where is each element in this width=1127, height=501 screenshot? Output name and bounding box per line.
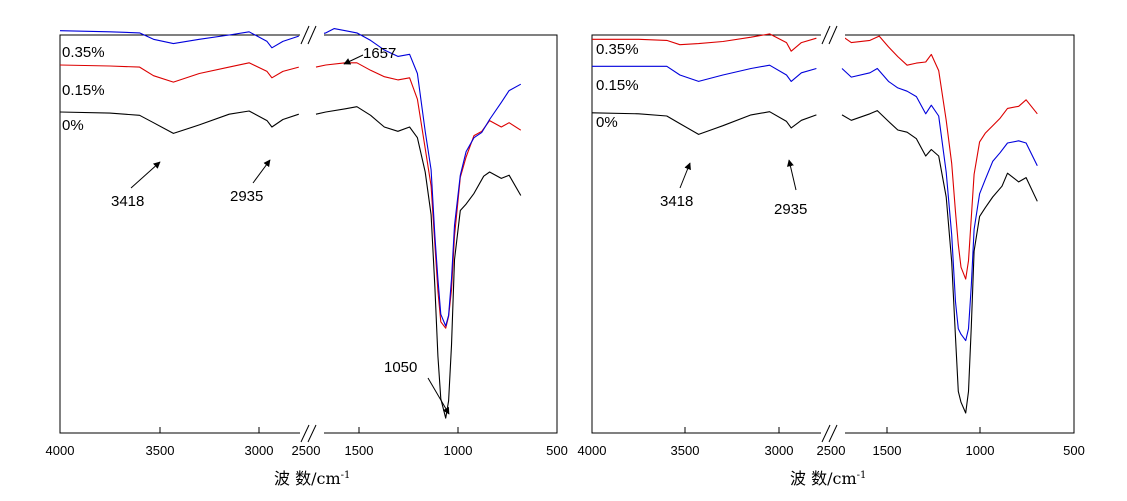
left-arrow-1657 (343, 54, 364, 65)
left-arrow-2935 (252, 159, 271, 184)
left-series-group (59, 28, 522, 419)
left-annotation-1657: 1657 (363, 45, 396, 62)
right-arrow-2935 (787, 159, 797, 191)
right-series-group (591, 33, 1038, 414)
left-x-ticks (59, 427, 558, 433)
right-series-0.15pct-seg2 (841, 67, 1038, 342)
right-series-label-0.35: 0.35% (596, 41, 639, 58)
right-series-0.15pct-seg1 (592, 64, 817, 82)
left-x-axis-label: 波 数/cm-1 (274, 469, 350, 488)
right-series-0.35pct-seg2 (841, 35, 1038, 280)
right-x-ticks (591, 427, 1075, 433)
left-series-label-0: 0% (62, 117, 84, 134)
right-tick-label-500: 500 (1063, 443, 1085, 458)
left-series-label-0.35: 0.35% (62, 44, 105, 61)
right-axis-break (821, 25, 845, 443)
left-axis-break (300, 25, 324, 443)
left-series-0pct-seg2 (315, 106, 522, 419)
left-series-0.15pct-seg2 (315, 62, 522, 329)
right-x-axis-label: 波 数/cm-1 (790, 469, 866, 488)
left-tick-label-500: 500 (546, 443, 568, 458)
left-panel: 4000 3500 3000 2500 1500 1000 500 0.35% … (46, 25, 568, 488)
right-series-0.35pct-seg1 (592, 33, 817, 52)
right-tick-label-1000: 1000 (966, 443, 995, 458)
left-series-0.15pct-seg1 (59, 62, 299, 83)
left-series-0pct-seg1 (59, 110, 299, 134)
left-tick-label-1000: 1000 (444, 443, 473, 458)
right-panel: 4000 3500 3000 2500 1500 1000 500 0.35% … (578, 25, 1085, 488)
left-annotation-3418: 3418 (111, 193, 144, 210)
right-tick-label-3500: 3500 (671, 443, 700, 458)
right-tick-label-2500: 2500 (817, 443, 846, 458)
left-tick-label-2500: 2500 (292, 443, 321, 458)
right-tick-label-3000: 3000 (765, 443, 794, 458)
left-tick-label-3500: 3500 (146, 443, 175, 458)
left-annotation-1050: 1050 (384, 359, 417, 376)
left-series-label-0.15: 0.15% (62, 82, 105, 99)
left-arrow-3418 (130, 161, 161, 189)
left-series-0.35pct-seg1 (59, 30, 299, 49)
right-series-label-0.15: 0.15% (596, 77, 639, 94)
left-tick-label-3000: 3000 (245, 443, 274, 458)
right-plot-frame (591, 34, 1075, 434)
left-plot-frame (59, 34, 558, 434)
right-arrow-3418 (679, 162, 691, 189)
left-tick-label-1500: 1500 (345, 443, 374, 458)
left-series-0.35pct-seg2 (315, 28, 522, 327)
right-annotation-2935: 2935 (774, 201, 807, 218)
right-annotation-3418: 3418 (660, 193, 693, 210)
right-tick-label-4000: 4000 (578, 443, 607, 458)
right-series-label-0: 0% (596, 114, 618, 131)
left-annotation-2935: 2935 (230, 188, 263, 205)
right-series-0pct-seg1 (591, 111, 817, 135)
left-arrow-1050 (427, 377, 450, 415)
right-series-0pct-seg2 (841, 110, 1038, 414)
left-tick-label-4000: 4000 (46, 443, 75, 458)
right-tick-label-1500: 1500 (873, 443, 902, 458)
